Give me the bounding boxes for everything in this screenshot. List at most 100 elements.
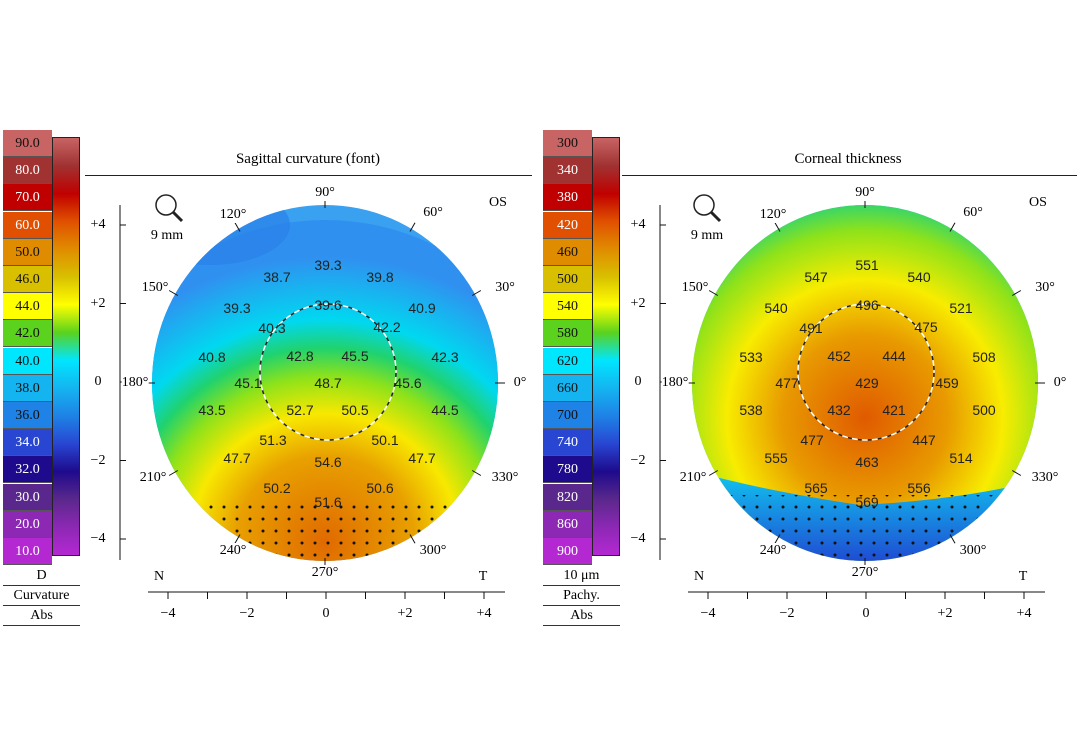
y-tick-label: +2: [630, 295, 646, 311]
scale-mode: Abs: [3, 606, 80, 626]
temporal-label: T: [1018, 569, 1028, 584]
map-value: 556: [907, 480, 931, 496]
map-value: 44.5: [431, 402, 459, 418]
map-value: 421: [882, 402, 906, 418]
scale-swatch: 36.0: [3, 402, 52, 429]
y-tick-label: +4: [630, 217, 646, 232]
angle-label: 210°: [679, 470, 707, 486]
scale-unit: 10 μm: [543, 566, 620, 586]
angle-label: 90°: [855, 185, 875, 201]
map-value: 521: [949, 300, 973, 316]
angle-tick: [234, 222, 241, 232]
scale-swatch: 700: [543, 402, 592, 429]
angle-tick: [949, 222, 956, 232]
map-value: 463: [855, 454, 879, 470]
scale-swatch: 30.0: [3, 483, 52, 511]
map-value: 54.6: [314, 454, 342, 470]
map-value: 45.1: [234, 375, 262, 391]
angle-label: 300°: [959, 543, 987, 559]
x-tick-label: +4: [476, 606, 492, 621]
y-tick-label: −2: [630, 452, 646, 468]
angle-label: 180°: [121, 375, 149, 391]
y-tick-label: −4: [630, 531, 646, 546]
scale-ticks: [52, 137, 80, 556]
scale-swatch: 80.0: [3, 157, 52, 185]
x-tick-label: 0: [862, 606, 870, 621]
scale-swatch: 500: [543, 266, 592, 293]
map-value: 43.5: [198, 402, 226, 418]
angle-tick: [774, 222, 781, 232]
scale-swatch: 32.0: [3, 456, 52, 484]
angle-tick: [471, 470, 482, 476]
angle-tick: [949, 534, 956, 544]
angle-label: 60°: [423, 205, 443, 221]
scale-swatch: 70.0: [3, 184, 52, 212]
scale-swatch: 60.0: [3, 211, 52, 239]
map-value: 51.3: [259, 432, 287, 448]
angle-label: 210°: [139, 470, 167, 486]
angle-label: 150°: [141, 280, 169, 296]
map-value: 51.6: [314, 494, 342, 510]
scale-swatch: 20.0: [3, 510, 52, 538]
angle-tick: [708, 290, 719, 296]
map-value: 491: [799, 320, 823, 336]
scale-swatch: 420: [543, 211, 592, 239]
x-tick-label: +4: [1016, 606, 1032, 621]
map-value: 547: [804, 269, 828, 285]
scale-swatch: 460: [543, 238, 592, 266]
scale-swatch: 860: [543, 510, 592, 538]
scale-swatch: 740: [543, 429, 592, 457]
nasal-label: N: [693, 569, 705, 584]
angle-label: 300°: [419, 543, 447, 559]
angle-label: 240°: [759, 543, 787, 559]
scale-swatch: 580: [543, 320, 592, 348]
angle-label: 270°: [311, 565, 339, 581]
scale-swatch: 380: [543, 184, 592, 212]
map-value: 459: [935, 375, 959, 391]
map-value: 565: [804, 480, 828, 496]
y-tick-label: +4: [90, 217, 106, 232]
scale-swatch: 780: [543, 456, 592, 484]
left-title-rule: [85, 175, 532, 176]
eye-label: OS: [1029, 195, 1047, 210]
scale-swatch: 820: [543, 483, 592, 511]
map-value: 47.7: [408, 450, 436, 466]
scale-swatch: 44.0: [3, 293, 52, 321]
angle-label: 90°: [315, 185, 335, 201]
scale-type: Pachy.: [543, 586, 620, 606]
scale-swatch: 90.0: [3, 130, 52, 157]
map-value: 540: [764, 300, 788, 316]
x-tick-label: −4: [160, 606, 176, 621]
map-value: 475: [914, 319, 938, 335]
temporal-label: T: [478, 569, 488, 584]
map-value: 42.2: [373, 319, 401, 335]
angle-tick: [471, 290, 482, 296]
angle-label: 30°: [1035, 280, 1055, 296]
angle-tick: [708, 470, 719, 476]
scale-unit: D: [3, 566, 80, 586]
angle-label: 60°: [963, 205, 983, 221]
x-tick-label: +2: [937, 606, 953, 621]
scale-swatch: 300: [543, 130, 592, 157]
map-value: 540: [907, 269, 931, 285]
angle-label: 0°: [1053, 375, 1067, 391]
map-value: 42.3: [431, 349, 459, 365]
angle-label: 150°: [681, 280, 709, 296]
map-value: 50.6: [366, 480, 394, 496]
map-value: 500: [972, 402, 996, 418]
x-tick-label: −2: [779, 606, 795, 621]
map-value: 38.7: [263, 269, 291, 285]
map-value: 447: [912, 432, 936, 448]
map-value: 40.9: [408, 300, 436, 316]
map-value: 50.5: [341, 402, 369, 418]
map-value: 452: [827, 348, 851, 364]
map-value: 40.3: [258, 320, 286, 336]
angle-label: 0°: [513, 375, 527, 391]
scale-swatch: 42.0: [3, 320, 52, 348]
angle-label: 270°: [851, 565, 879, 581]
map-value: 45.5: [341, 348, 369, 364]
map-value: 533: [739, 349, 763, 365]
map-value: 569: [855, 494, 879, 510]
